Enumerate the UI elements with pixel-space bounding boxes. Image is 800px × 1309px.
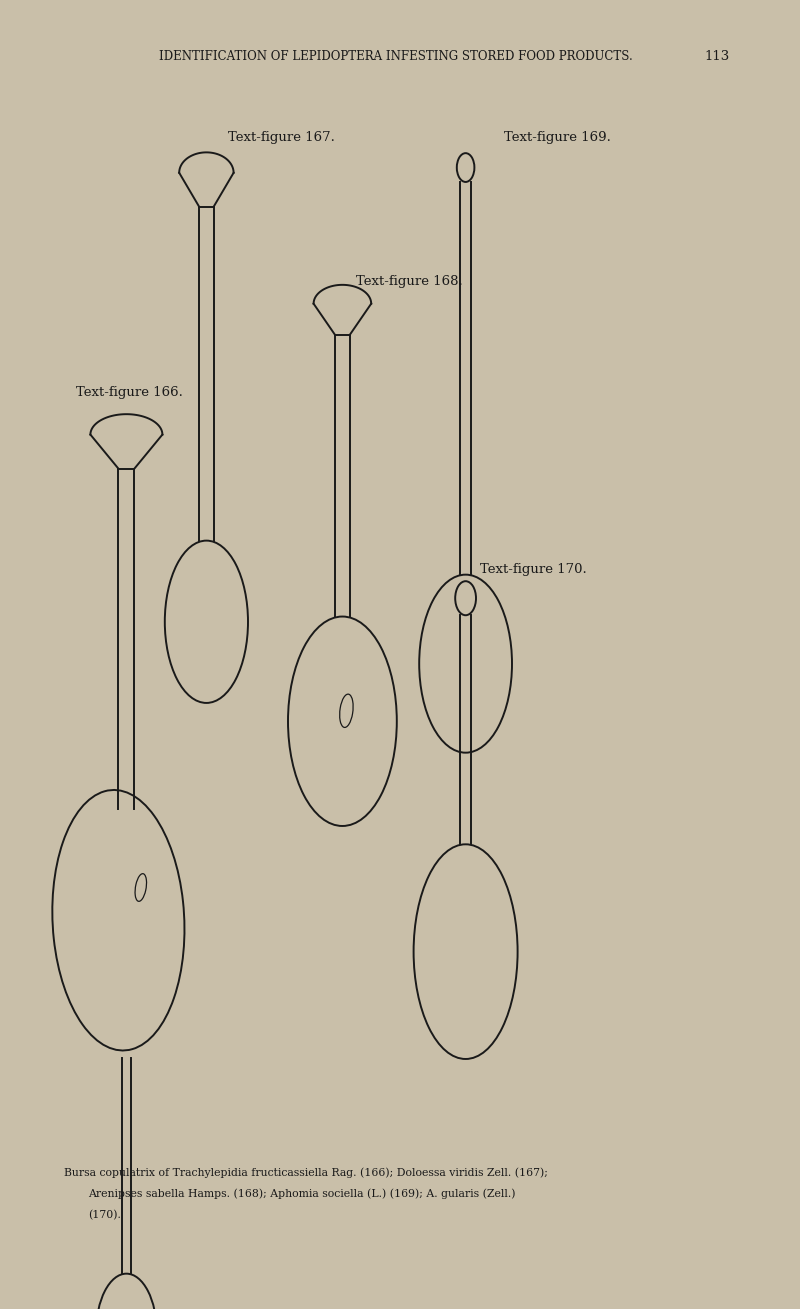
Text: Arenipses sabella Hamps. (168); Aphomia sociella (L.) (169); A. gularis (Zell.): Arenipses sabella Hamps. (168); Aphomia … bbox=[88, 1189, 515, 1199]
Ellipse shape bbox=[52, 789, 185, 1051]
Ellipse shape bbox=[96, 1274, 157, 1309]
Ellipse shape bbox=[165, 541, 248, 703]
Text: IDENTIFICATION OF LEPIDOPTERA INFESTING STORED FOOD PRODUCTS.: IDENTIFICATION OF LEPIDOPTERA INFESTING … bbox=[159, 50, 633, 63]
Text: Text-figure 166.: Text-figure 166. bbox=[76, 386, 183, 399]
Text: Text-figure 168.: Text-figure 168. bbox=[356, 275, 462, 288]
Circle shape bbox=[457, 153, 474, 182]
Ellipse shape bbox=[419, 575, 512, 753]
Text: Bursa copulatrix of Trachylepidia fructicassiella Rag. (166); Doloessa viridis Z: Bursa copulatrix of Trachylepidia fructi… bbox=[64, 1168, 548, 1178]
Text: (170).: (170). bbox=[88, 1210, 121, 1220]
Text: Text-figure 170.: Text-figure 170. bbox=[480, 563, 586, 576]
Ellipse shape bbox=[288, 617, 397, 826]
Ellipse shape bbox=[414, 844, 518, 1059]
Circle shape bbox=[455, 581, 476, 615]
Text: Text-figure 167.: Text-figure 167. bbox=[228, 131, 335, 144]
Text: Text-figure 169.: Text-figure 169. bbox=[504, 131, 611, 144]
Text: 113: 113 bbox=[704, 50, 730, 63]
